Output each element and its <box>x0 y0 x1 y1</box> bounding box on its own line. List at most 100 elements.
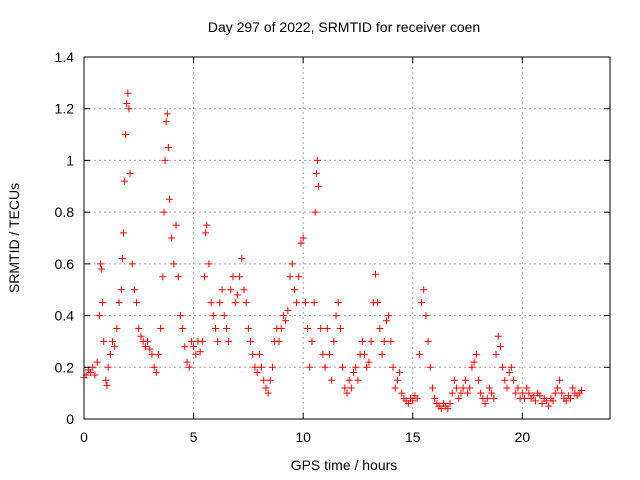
y-tick-label: 0.4 <box>55 308 75 324</box>
data-point <box>187 337 195 345</box>
data-point <box>413 394 421 402</box>
data-point <box>251 363 259 371</box>
data-point <box>236 273 244 281</box>
data-point <box>203 221 211 229</box>
x-tick-label: 5 <box>190 429 198 445</box>
data-point <box>161 156 169 164</box>
data-point <box>481 399 489 407</box>
data-point <box>420 286 428 294</box>
data-point <box>286 273 294 281</box>
y-tick-label: 0.2 <box>55 359 75 375</box>
data-point <box>227 286 235 294</box>
data-point <box>222 325 230 332</box>
data-point <box>391 384 399 392</box>
data-point <box>347 384 355 392</box>
data-point <box>277 325 285 332</box>
data-point <box>549 397 557 405</box>
data-point <box>266 376 274 384</box>
data-point <box>268 363 276 371</box>
data-point <box>494 332 502 340</box>
data-point <box>165 195 173 203</box>
y-tick-label: 0.6 <box>55 256 75 272</box>
data-point <box>514 384 522 392</box>
data-point <box>558 389 566 397</box>
data-point <box>290 286 298 294</box>
data-point <box>299 234 307 242</box>
data-point <box>282 317 290 325</box>
data-point <box>249 350 257 358</box>
data-point <box>99 299 107 307</box>
data-point <box>385 312 393 320</box>
data-point <box>103 381 111 389</box>
x-tick-label: 20 <box>515 429 531 445</box>
data-point <box>119 229 127 237</box>
data-point <box>358 337 366 345</box>
data-point <box>382 317 390 325</box>
data-point <box>341 384 349 392</box>
data-point <box>343 389 351 397</box>
data-point <box>304 325 312 332</box>
data-point <box>542 397 550 405</box>
data-point <box>176 312 184 320</box>
data-point <box>483 394 491 402</box>
data-point <box>569 384 577 392</box>
data-point <box>472 350 480 358</box>
data-point <box>279 312 287 320</box>
data-point <box>297 239 305 247</box>
data-point <box>426 363 434 371</box>
data-point <box>122 131 130 139</box>
data-point <box>578 387 586 395</box>
x-tick-label: 15 <box>405 429 421 445</box>
data-point <box>229 273 237 281</box>
data-point <box>319 350 327 358</box>
data-point <box>115 299 123 307</box>
data-point <box>485 384 493 392</box>
data-point <box>312 169 320 177</box>
data-point <box>157 325 165 332</box>
data-point <box>450 376 458 384</box>
data-point <box>317 325 325 332</box>
data-point <box>201 273 209 281</box>
data-point <box>380 337 388 345</box>
data-point <box>205 260 213 268</box>
data-point <box>553 384 561 392</box>
data-point <box>111 343 119 351</box>
data-point <box>365 358 373 366</box>
data-point <box>330 337 338 345</box>
data-point <box>220 312 228 320</box>
data-point <box>196 348 204 356</box>
data-point <box>545 402 553 410</box>
data-point <box>352 363 360 371</box>
data-point <box>91 371 99 379</box>
data-point <box>350 368 358 376</box>
axis-ticks: 0 0.2 0.4 0.6 0.8 1 1.2 1.4 0 5 10 15 20 <box>55 49 610 445</box>
data-point <box>415 350 423 358</box>
data-point <box>431 394 439 402</box>
data-point <box>301 299 309 307</box>
data-points <box>80 89 586 413</box>
data-point <box>424 337 432 345</box>
data-point <box>275 337 283 345</box>
y-tick-label: 1 <box>66 152 74 168</box>
data-point <box>376 325 384 332</box>
data-point <box>503 384 511 392</box>
data-point <box>536 392 544 400</box>
data-point <box>367 337 375 345</box>
data-point <box>181 343 189 351</box>
data-point <box>510 376 518 384</box>
data-point <box>354 376 362 384</box>
data-point <box>308 337 316 345</box>
data-point <box>321 363 329 371</box>
grid-lines <box>84 57 610 419</box>
data-point <box>488 389 496 397</box>
data-point <box>525 389 533 397</box>
data-point <box>457 389 465 397</box>
data-point <box>141 343 149 351</box>
data-point <box>209 312 217 320</box>
data-point <box>477 389 485 397</box>
data-point <box>216 299 224 307</box>
data-point <box>505 368 513 376</box>
data-point <box>130 286 138 294</box>
data-point <box>128 260 136 268</box>
data-point <box>98 265 106 273</box>
